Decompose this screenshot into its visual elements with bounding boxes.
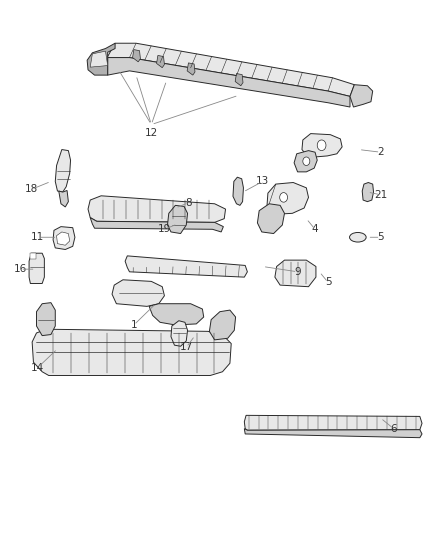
Polygon shape xyxy=(59,190,68,207)
Text: 8: 8 xyxy=(185,198,192,208)
Polygon shape xyxy=(187,63,195,75)
Polygon shape xyxy=(156,55,164,68)
Polygon shape xyxy=(53,227,75,249)
Polygon shape xyxy=(29,253,44,284)
Polygon shape xyxy=(167,205,187,233)
Polygon shape xyxy=(108,43,354,96)
Polygon shape xyxy=(112,280,164,306)
Circle shape xyxy=(317,140,326,151)
Circle shape xyxy=(303,157,310,165)
Text: 5: 5 xyxy=(377,232,384,243)
Text: 21: 21 xyxy=(374,190,387,200)
Text: 16: 16 xyxy=(14,264,27,274)
Ellipse shape xyxy=(350,232,366,242)
Text: 1: 1 xyxy=(131,320,137,330)
Polygon shape xyxy=(350,85,373,107)
Text: 17: 17 xyxy=(180,342,193,352)
Polygon shape xyxy=(57,232,70,245)
Text: 18: 18 xyxy=(25,184,38,195)
Polygon shape xyxy=(30,253,35,259)
Polygon shape xyxy=(294,151,317,172)
Text: 9: 9 xyxy=(294,267,301,277)
Polygon shape xyxy=(133,50,141,62)
Polygon shape xyxy=(244,429,422,438)
Text: 4: 4 xyxy=(312,224,318,235)
Polygon shape xyxy=(36,303,55,336)
Text: 5: 5 xyxy=(325,278,332,287)
Text: 11: 11 xyxy=(31,232,44,243)
Polygon shape xyxy=(88,196,226,222)
Polygon shape xyxy=(209,310,236,340)
Polygon shape xyxy=(275,260,316,287)
Polygon shape xyxy=(90,51,108,67)
Text: 12: 12 xyxy=(145,128,158,138)
Polygon shape xyxy=(32,329,231,375)
Polygon shape xyxy=(244,415,422,430)
Text: 6: 6 xyxy=(390,424,397,434)
Polygon shape xyxy=(267,182,308,214)
Circle shape xyxy=(280,192,288,202)
Text: 13: 13 xyxy=(256,176,269,187)
Text: 19: 19 xyxy=(158,224,171,235)
Polygon shape xyxy=(258,204,285,233)
Polygon shape xyxy=(55,150,71,192)
Polygon shape xyxy=(149,304,204,325)
Polygon shape xyxy=(87,43,115,75)
Polygon shape xyxy=(171,321,187,346)
Text: 2: 2 xyxy=(377,147,384,157)
Polygon shape xyxy=(108,58,350,107)
Text: 14: 14 xyxy=(31,362,44,373)
Polygon shape xyxy=(233,177,244,205)
Polygon shape xyxy=(125,256,247,277)
Polygon shape xyxy=(362,182,374,201)
Polygon shape xyxy=(235,74,243,86)
Polygon shape xyxy=(302,134,342,158)
Polygon shape xyxy=(90,217,223,232)
